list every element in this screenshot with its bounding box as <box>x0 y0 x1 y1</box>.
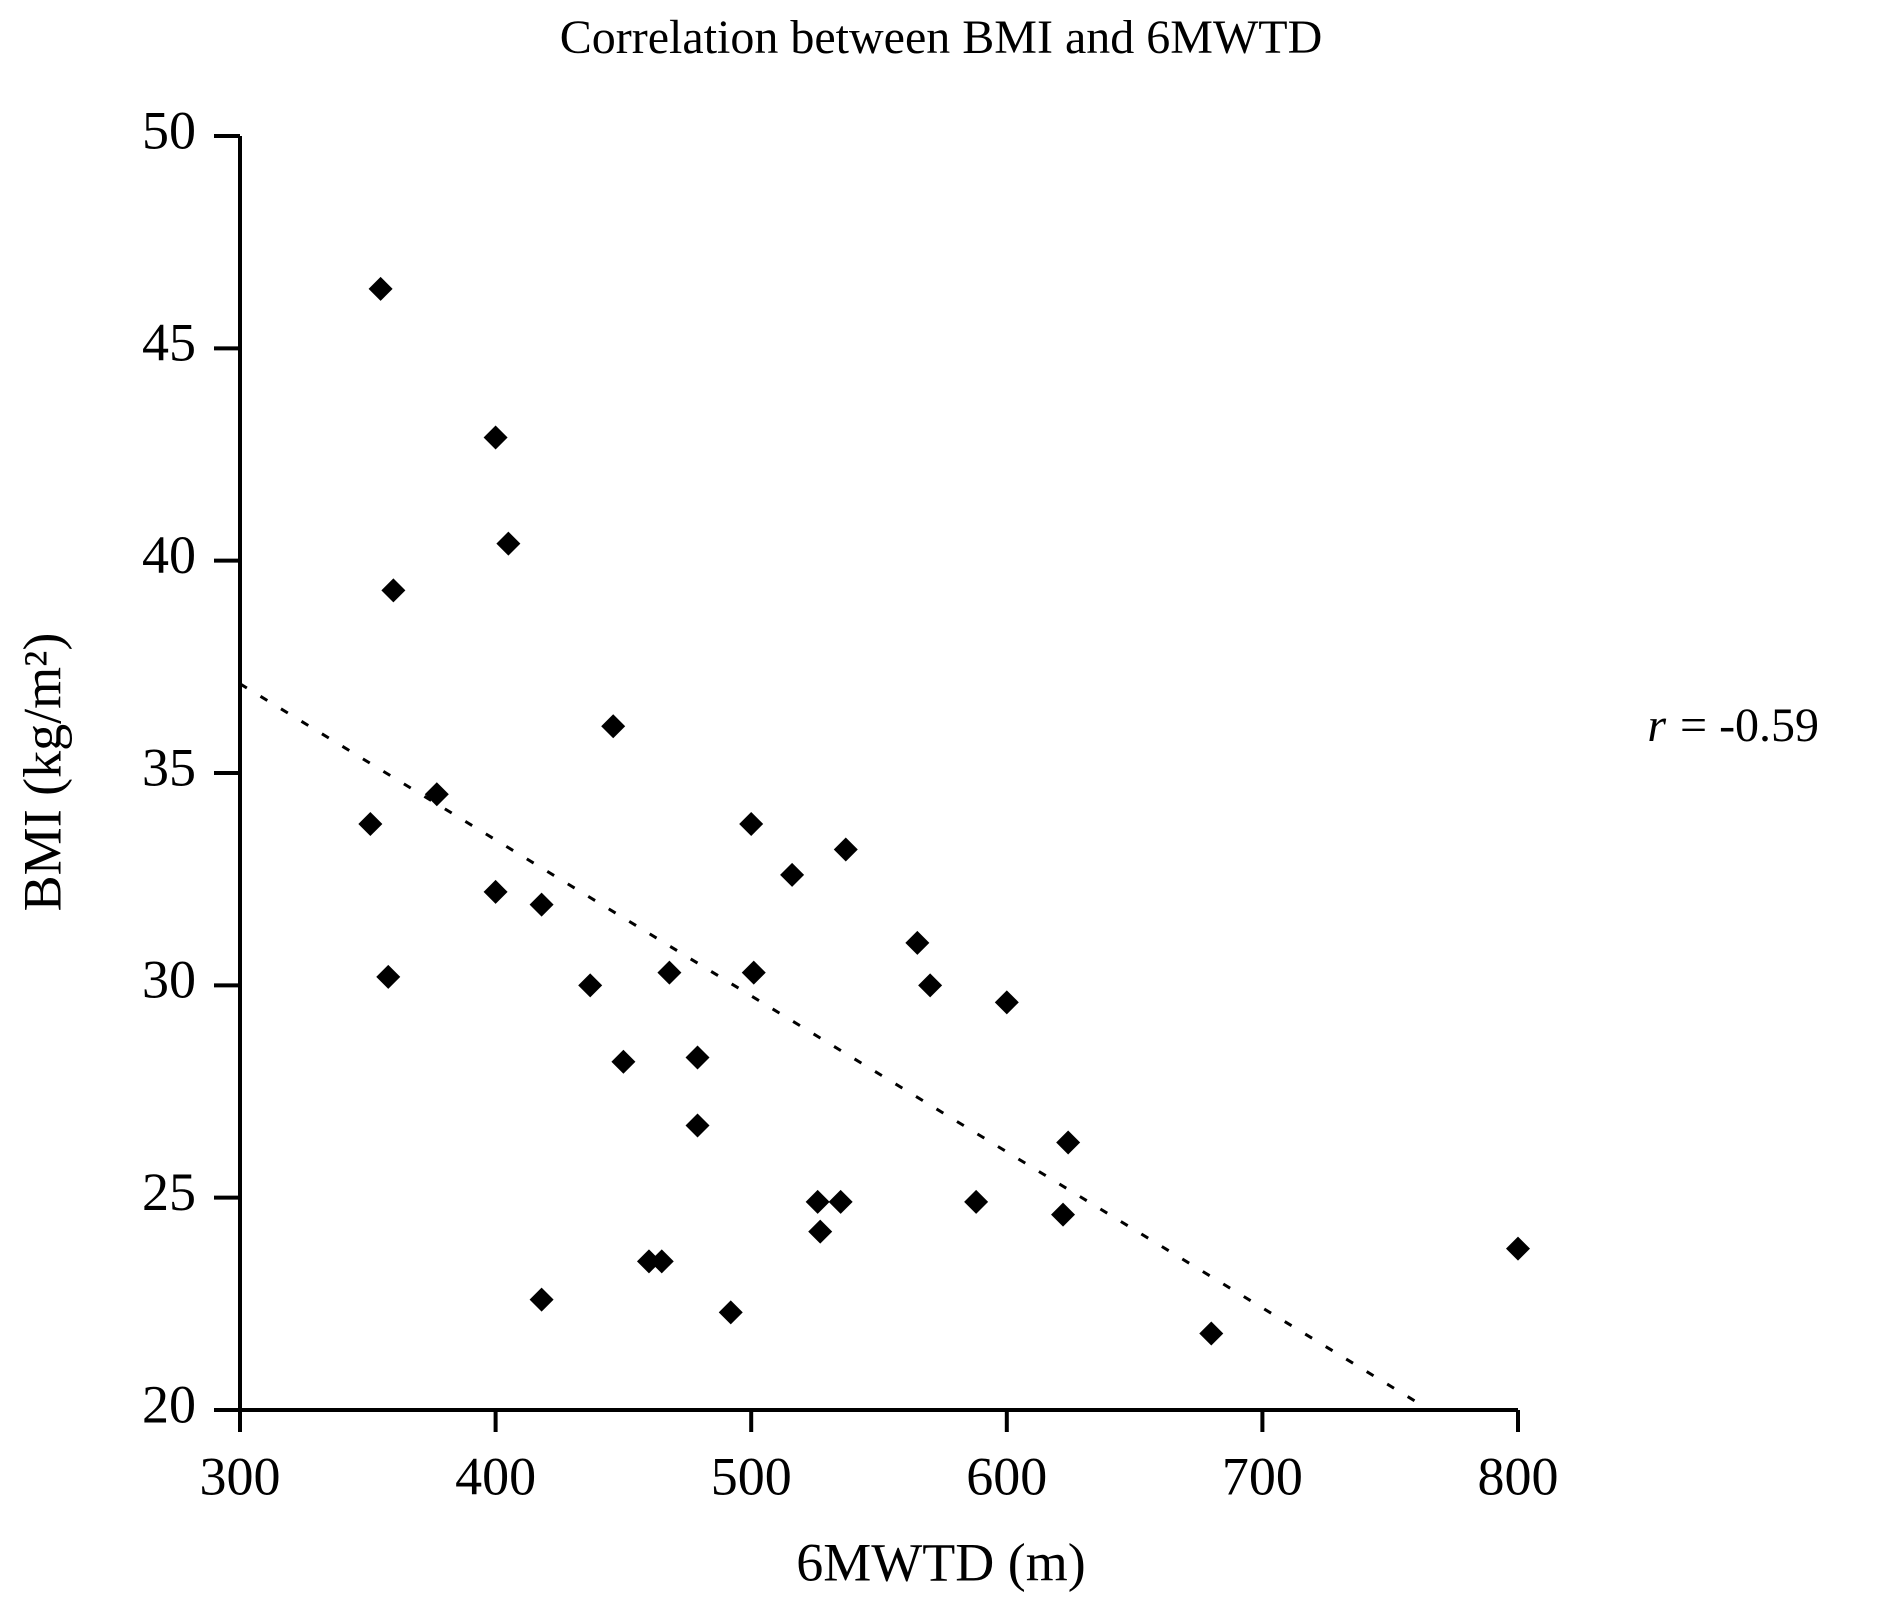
point <box>483 425 508 450</box>
x-tick-label: 400 <box>455 1446 536 1506</box>
point <box>578 973 603 998</box>
point <box>805 1189 830 1214</box>
annotation-text: = -0.59 <box>1680 699 1819 752</box>
x-tick-label: 300 <box>200 1446 281 1506</box>
y-tick-label: 30 <box>142 950 196 1010</box>
y-tick-label: 20 <box>142 1374 196 1434</box>
chart-title: Correlation between BMI and 6MWTD <box>560 11 1322 64</box>
point <box>685 1113 710 1138</box>
point <box>808 1219 833 1244</box>
point <box>1056 1130 1081 1155</box>
point <box>918 973 943 998</box>
x-tick-label: 800 <box>1478 1446 1559 1506</box>
x-tick-label: 600 <box>966 1446 1047 1506</box>
point <box>780 862 805 887</box>
y-tick-label: 45 <box>142 313 196 373</box>
point <box>739 811 764 836</box>
y-tick-label: 50 <box>142 100 196 160</box>
point <box>994 990 1019 1015</box>
y-tick-label: 40 <box>142 525 196 585</box>
trend-line <box>239 682 1417 1403</box>
x-axis-title: 6MWTD (m) <box>796 1532 1085 1592</box>
point <box>905 930 930 955</box>
point <box>529 892 554 917</box>
y-tick-label: 25 <box>142 1162 196 1222</box>
point <box>833 837 858 862</box>
point <box>685 1045 710 1070</box>
point <box>496 531 521 556</box>
point <box>718 1300 743 1325</box>
point <box>964 1189 989 1214</box>
point <box>657 960 682 985</box>
x-tick-label: 500 <box>711 1446 792 1506</box>
x-tick-label: 700 <box>1222 1446 1303 1506</box>
point <box>1199 1321 1224 1346</box>
point <box>611 1049 636 1074</box>
y-axis-title: BMI (kg/m²) <box>12 633 72 912</box>
point <box>1506 1236 1530 1261</box>
annotation-symbol: r <box>1647 699 1666 752</box>
point <box>636 1249 661 1274</box>
y-tick-label: 35 <box>142 737 196 797</box>
point <box>649 1249 674 1274</box>
point <box>381 578 406 603</box>
point <box>368 276 393 301</box>
point <box>529 1287 554 1312</box>
point <box>424 782 449 807</box>
point <box>376 964 401 989</box>
point <box>741 960 766 985</box>
point <box>358 811 383 836</box>
point <box>828 1189 853 1214</box>
point <box>601 714 626 739</box>
point <box>1051 1202 1076 1227</box>
point <box>483 879 508 904</box>
